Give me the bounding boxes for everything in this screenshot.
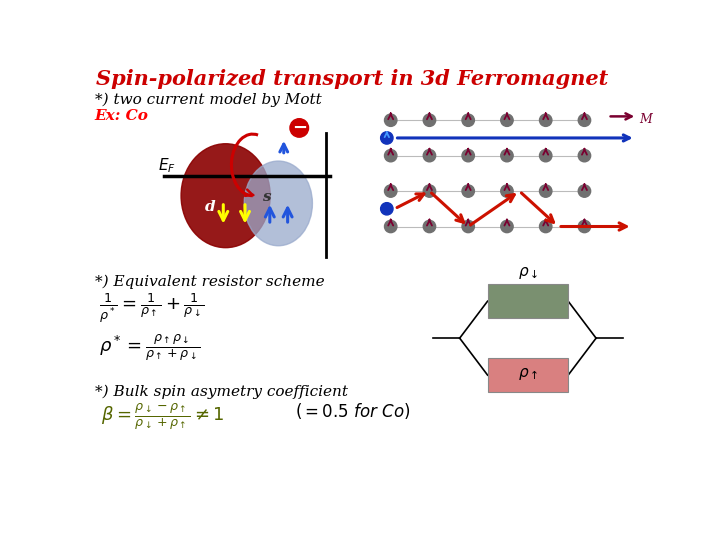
Circle shape	[462, 150, 474, 162]
Circle shape	[381, 202, 393, 215]
Circle shape	[384, 150, 397, 162]
Circle shape	[290, 119, 309, 137]
Text: $( = 0.5 \ \mathit{for} \ Co )$: $( = 0.5 \ \mathit{for} \ Co )$	[295, 401, 411, 421]
Circle shape	[423, 220, 436, 233]
Circle shape	[384, 220, 397, 233]
Text: M: M	[639, 113, 652, 126]
Circle shape	[462, 220, 474, 233]
Circle shape	[500, 150, 513, 162]
Text: $\rho_{\downarrow}$: $\rho_{\downarrow}$	[518, 266, 538, 281]
FancyBboxPatch shape	[487, 284, 568, 318]
Text: $\rho^* = \frac{\rho_{\uparrow}\rho_{\downarrow}}{\rho_{\uparrow} + \rho_{\downa: $\rho^* = \frac{\rho_{\uparrow}\rho_{\do…	[99, 333, 201, 363]
Text: $\frac{1}{\rho^*} = \frac{1}{\rho_{\uparrow}} + \frac{1}{\rho_{\downarrow}}$: $\frac{1}{\rho^*} = \frac{1}{\rho_{\upar…	[99, 292, 205, 325]
Text: $E_F$: $E_F$	[158, 156, 176, 175]
Circle shape	[500, 114, 513, 126]
Circle shape	[384, 185, 397, 197]
Text: Spin-polarized transport in 3d Ferromagnet: Spin-polarized transport in 3d Ferromagn…	[96, 69, 608, 89]
Circle shape	[539, 220, 552, 233]
Circle shape	[539, 150, 552, 162]
Circle shape	[423, 114, 436, 126]
Circle shape	[423, 185, 436, 197]
Text: d: d	[204, 200, 215, 214]
Text: *) two current model by Mott: *) two current model by Mott	[94, 92, 321, 107]
Circle shape	[578, 150, 590, 162]
Circle shape	[423, 150, 436, 162]
Circle shape	[384, 114, 397, 126]
Ellipse shape	[244, 161, 312, 246]
Circle shape	[381, 132, 393, 144]
Ellipse shape	[181, 144, 270, 248]
Circle shape	[462, 185, 474, 197]
Circle shape	[578, 114, 590, 126]
Text: s: s	[262, 190, 271, 204]
Text: $\beta = \frac{\rho_{\downarrow} - \rho_{\uparrow}}{\rho_{\downarrow} + \rho_{\u: $\beta = \frac{\rho_{\downarrow} - \rho_…	[101, 401, 225, 431]
Circle shape	[462, 114, 474, 126]
Text: $\rho_{\uparrow}$: $\rho_{\uparrow}$	[518, 366, 538, 382]
Circle shape	[539, 185, 552, 197]
Circle shape	[500, 185, 513, 197]
Circle shape	[500, 220, 513, 233]
Circle shape	[578, 185, 590, 197]
Text: Ex: Co: Ex: Co	[94, 110, 148, 124]
Text: *) Equivalent resistor scheme: *) Equivalent resistor scheme	[94, 274, 324, 289]
FancyBboxPatch shape	[487, 358, 568, 392]
Circle shape	[578, 220, 590, 233]
Circle shape	[539, 114, 552, 126]
Text: −: −	[292, 119, 307, 137]
Text: *) Bulk spin asymetry coefficient: *) Bulk spin asymetry coefficient	[94, 384, 348, 399]
